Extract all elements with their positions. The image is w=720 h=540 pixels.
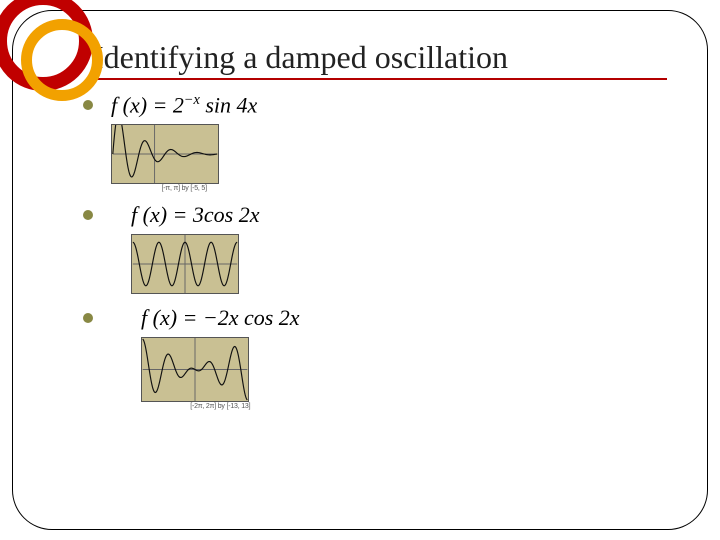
formula-text: f (x) = 3cos 2x [131,202,259,228]
bullet-icon [83,100,93,110]
graph-container: [-2π, 2π] by [-13, 13] [141,337,300,410]
corner-ring-orange [21,19,103,101]
page-title: Identifying a damped oscillation [93,39,667,80]
graph-container [131,234,259,295]
item-body: f (x) = 3cos 2x [131,202,259,295]
list-item: f (x) = 3cos 2x [83,202,667,295]
graph-damped-sin [111,124,219,184]
slide-frame: Identifying a damped oscillation f (x) =… [12,10,708,530]
graph-caption: [-2π, 2π] by [-13, 13] [141,403,300,410]
graph-container: [-π, π] by [-5, 5] [111,124,257,192]
corner-ring-red [0,0,93,91]
graph-cos2x [131,234,239,294]
graph-neg2xcos2x [141,337,249,402]
graph-caption: [-π, π] by [-5, 5] [111,185,257,192]
formula-text: f (x) = 2−x sin 4x [111,92,257,118]
bullet-icon [83,210,93,220]
bullet-icon [83,313,93,323]
content-area: f (x) = 2−x sin 4x [-π, π] by [-5, 5] f … [83,92,667,410]
formula-text: f (x) = −2x cos 2x [141,305,300,331]
corner-decoration [0,0,103,101]
item-body: f (x) = −2x cos 2x [-2π, 2π] by [-13, 13… [141,305,300,410]
list-item: f (x) = −2x cos 2x [-2π, 2π] by [-13, 13… [83,305,667,410]
list-item: f (x) = 2−x sin 4x [-π, π] by [-5, 5] [83,92,667,192]
item-body: f (x) = 2−x sin 4x [-π, π] by [-5, 5] [111,92,257,192]
